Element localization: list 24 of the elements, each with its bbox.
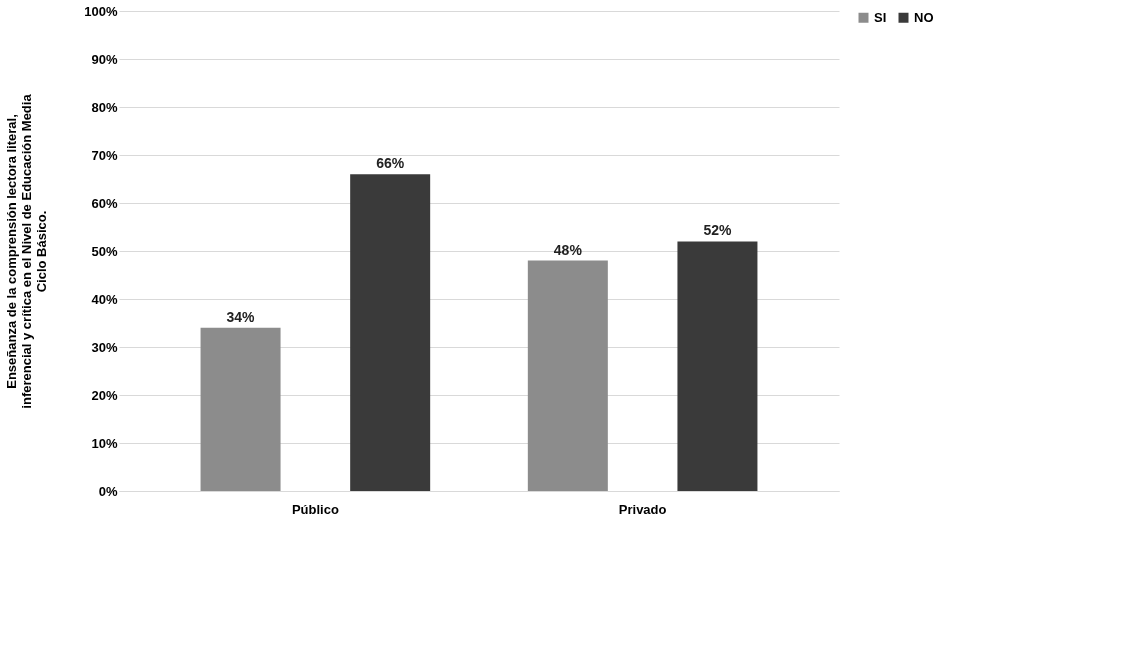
y-axis-title: Enseñanza de la comprensión lectora literal, inferencial y crítica en el Nivel de Educación Media Ciclo Básico. [4, 93, 50, 409]
bar [200, 327, 281, 491]
x-tick-label: Público [291, 501, 339, 517]
bar [677, 241, 758, 491]
data-label: 34% [226, 308, 256, 325]
legend-label: SI [874, 9, 887, 25]
y-tick-label: 30% [91, 339, 118, 355]
y-tick-label: 90% [91, 51, 118, 67]
y-tick-label: 70% [91, 147, 118, 163]
y-tick-label: 40% [91, 291, 118, 307]
y-tick-label: 0% [98, 483, 118, 499]
data-label: 48% [553, 241, 583, 258]
data-label: 52% [703, 222, 732, 239]
y-tick-label: 80% [91, 99, 118, 115]
x-tick-label: Privado [618, 501, 667, 517]
bar [350, 174, 431, 491]
y-tick-label: 100% [84, 3, 118, 19]
y-tick-label: 60% [91, 195, 118, 211]
legend-label: NO [914, 9, 934, 25]
y-tick-label: 20% [91, 387, 118, 403]
data-label: 66% [376, 155, 405, 172]
y-tick-label: 50% [91, 243, 118, 259]
y-tick-label: 10% [91, 435, 118, 451]
bar [527, 260, 608, 491]
